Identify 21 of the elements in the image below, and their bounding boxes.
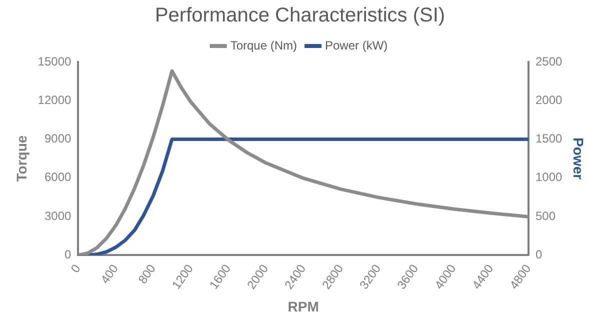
chart-title: Performance Characteristics (SI) — [154, 4, 446, 27]
y-axis-title: Torque — [13, 135, 30, 182]
x-axis-title: RPM — [288, 298, 319, 314]
y-tick-label: 12000 — [38, 92, 72, 107]
x-tick-label: 800 — [135, 262, 159, 286]
y2-tick-label: 1500 — [536, 132, 563, 146]
y-tick-label: 3000 — [44, 208, 72, 223]
y2-tick-label: 1000 — [536, 170, 563, 184]
y2-tick-label: 2000 — [536, 92, 563, 107]
legend-label: Power (kW) — [325, 38, 388, 52]
y2-tick-label: 500 — [536, 208, 556, 223]
legend-label: Torque (Nm) — [230, 38, 298, 52]
y-tick-label: 9000 — [44, 132, 72, 146]
y-tick-label: 0 — [64, 247, 72, 262]
x-tick-label: 400 — [98, 262, 122, 286]
y2-axis-title: Power — [570, 138, 587, 180]
y-tick-label: 6000 — [44, 170, 72, 184]
y2-tick-label: 0 — [536, 247, 543, 262]
x-tick-label: 0 — [68, 262, 84, 276]
y2-tick-label: 2500 — [536, 54, 563, 68]
y-tick-label: 15000 — [38, 54, 72, 68]
